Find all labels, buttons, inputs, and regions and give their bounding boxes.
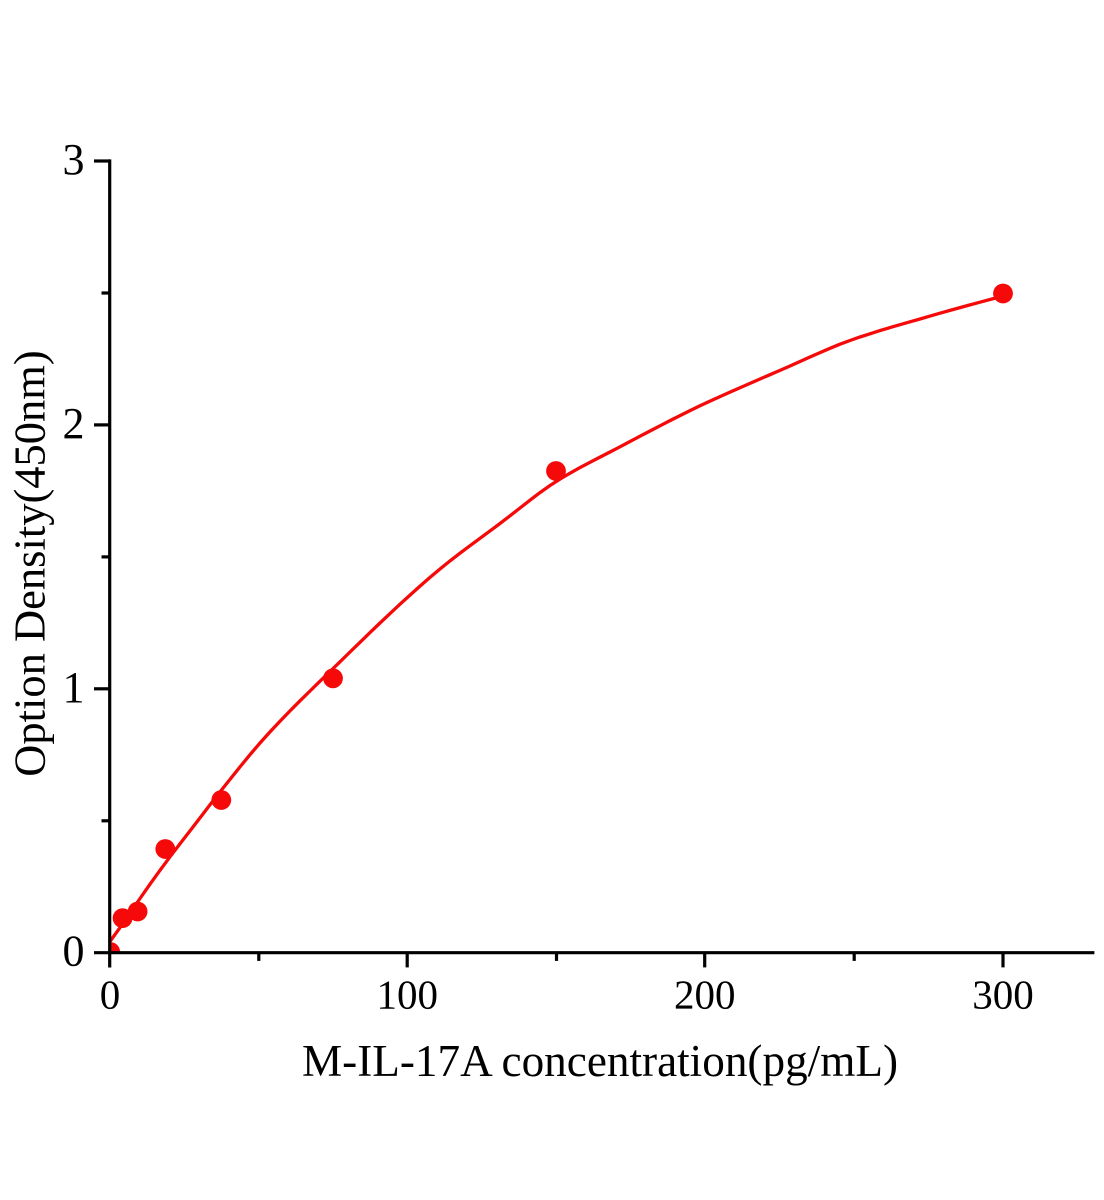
svg-text:200: 200 bbox=[674, 971, 736, 1017]
svg-text:M-IL-17A concentration(pg/mL): M-IL-17A concentration(pg/mL) bbox=[302, 1036, 898, 1086]
svg-text:3: 3 bbox=[63, 135, 85, 184]
svg-text:Option Density(450nm): Option Density(450nm) bbox=[4, 350, 54, 776]
svg-text:100: 100 bbox=[376, 971, 438, 1017]
svg-text:2: 2 bbox=[63, 399, 85, 448]
svg-text:1: 1 bbox=[63, 663, 85, 712]
svg-text:0: 0 bbox=[100, 971, 121, 1017]
svg-text:300: 300 bbox=[972, 971, 1034, 1017]
svg-text:0: 0 bbox=[63, 927, 85, 976]
